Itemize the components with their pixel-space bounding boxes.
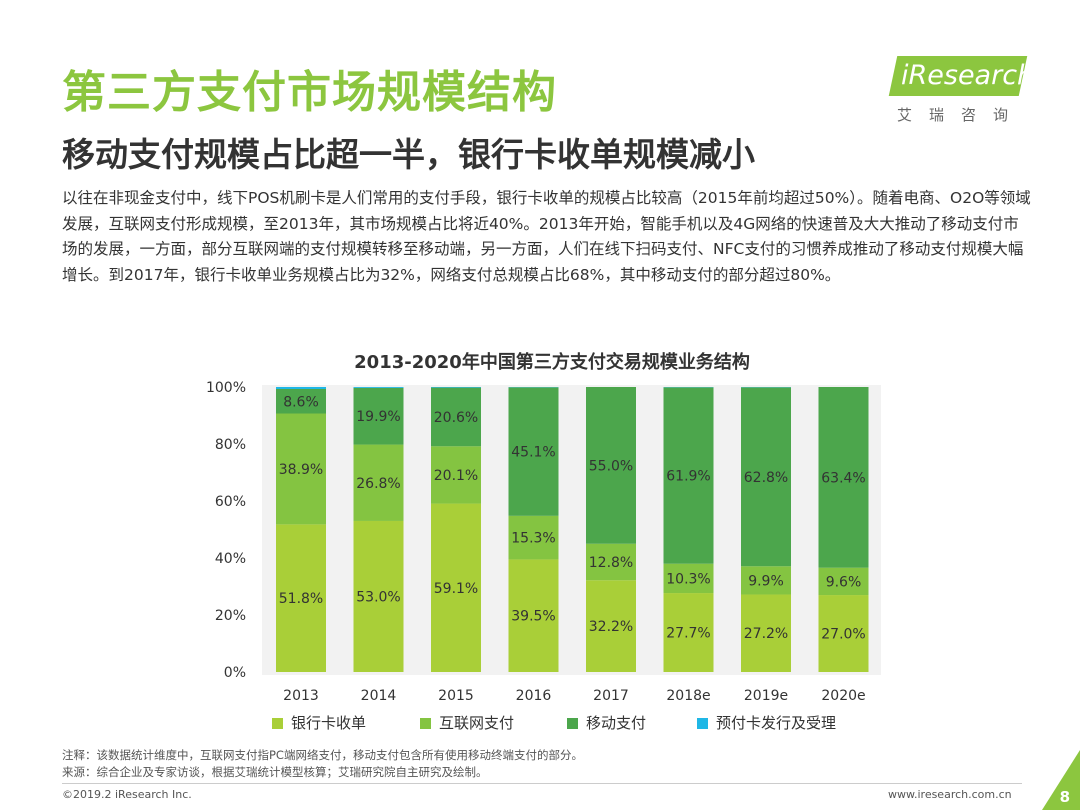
legend-item: 互联网支付: [420, 712, 514, 733]
summary-paragraph: 以往在非现金支付中，线下POS机刷卡是人们常用的支付手段，银行卡收单的规模占比较…: [62, 189, 1031, 284]
page-number: 8: [1059, 788, 1070, 806]
bar-segment: [276, 413, 326, 525]
corner-decoration: [1042, 750, 1080, 810]
bar-segment: [818, 567, 869, 596]
bar-segment: [276, 387, 326, 389]
data-label: 8.6%: [283, 394, 319, 410]
y-tick-label: 80%: [215, 437, 246, 453]
legend-label: 预付卡发行及受理: [716, 714, 837, 732]
bar-segment: [741, 566, 791, 595]
x-tick-label: 2019e: [744, 688, 788, 704]
page-subtitle: 移动支付规模占比超一半，银行卡收单规模减小: [62, 135, 755, 174]
x-tick-label: 2017: [593, 688, 629, 704]
data-label: 61.9%: [666, 468, 710, 484]
bar-segment: [353, 444, 404, 521]
data-label: 10.3%: [666, 571, 710, 587]
data-label: 19.9%: [356, 409, 400, 425]
bar-segment: [818, 387, 869, 568]
data-label: 20.1%: [434, 468, 478, 484]
legend-label: 银行卡收单: [291, 714, 367, 732]
legend-item: 移动支付: [567, 712, 646, 733]
bar-segment: [663, 593, 714, 672]
stacked-bar-chart: 2013-2020年中国第三方支付交易规模业务结构 0% 20% 40% 60% 80%…: [206, 351, 881, 704]
bar-segment: [276, 388, 326, 414]
y-tick-label: 60%: [215, 494, 246, 510]
bar-segment: [353, 387, 404, 445]
x-tick-label: 2020e: [821, 688, 865, 704]
iresearch-logo: iResearch 艾瑞咨询: [888, 56, 1034, 126]
data-label: 15.3%: [511, 531, 555, 547]
chart-title: 2013-2020年中国第三方支付交易规模业务结构: [354, 351, 750, 373]
bar-segment: [663, 563, 714, 594]
legend-label: 互联网支付: [439, 714, 515, 732]
bar-segment: [508, 515, 559, 560]
page-title: 第三方支付市场规模结构: [62, 67, 557, 118]
data-label: 32.2%: [589, 619, 633, 635]
data-label: 9.6%: [826, 574, 862, 590]
bar-segment: [508, 559, 559, 672]
x-tick-label: 2015: [438, 688, 474, 704]
x-tick-label: 2016: [516, 688, 552, 704]
legend-item: 银行卡收单: [272, 712, 366, 733]
bar-segment: [508, 387, 559, 516]
bar-segment: [818, 595, 869, 672]
x-tick-label: 2018e: [666, 688, 710, 704]
data-label: 59.1%: [434, 581, 478, 597]
y-axis: 0% 20% 40% 60% 80% 100%: [206, 380, 246, 681]
bar-segment: [741, 387, 791, 567]
bar-segment: [586, 387, 636, 544]
bar-segment: [276, 524, 326, 672]
data-label: 55.0%: [589, 458, 633, 474]
bar-segment: [586, 580, 636, 672]
data-label: 12.8%: [589, 555, 633, 571]
data-label: 26.8%: [356, 476, 400, 492]
website-text: www.iresearch.com.cn: [888, 788, 1012, 801]
data-label: 20.6%: [434, 410, 478, 426]
data-label: 27.2%: [744, 626, 788, 642]
bar-segment: [353, 387, 404, 388]
data-label: 62.8%: [744, 470, 788, 486]
legend-label: 移动支付: [586, 714, 647, 732]
bar-segment: [663, 387, 714, 564]
y-tick-label: 20%: [215, 608, 246, 624]
logo-text: iResearch: [901, 60, 1035, 91]
bar-segment: [353, 520, 404, 672]
data-label: 27.7%: [666, 626, 710, 642]
legend-swatch: [272, 718, 283, 729]
bar-segment: [431, 387, 481, 388]
bar-segment: [586, 543, 636, 581]
bars-group: 51.8% 38.9% 8.6% 53.0% 26.8% 19.9% 59.1% 20.1% 2…: [276, 387, 869, 672]
data-label: 53.0%: [356, 589, 400, 605]
data-label: 39.5%: [511, 609, 555, 625]
bar-segment: [431, 446, 481, 504]
chart-legend: 银行卡收单 互联网支付 移动支付 预付卡发行及受理: [272, 712, 972, 734]
data-label: 51.8%: [279, 591, 323, 607]
data-label: 45.1%: [511, 445, 555, 461]
data-label: 27.0%: [821, 627, 865, 643]
x-axis: 2013 2014 2015 2016 2017 2018e 2019e 2020e: [283, 688, 865, 704]
copyright-text: ©2019.2 iResearch Inc.: [62, 788, 192, 801]
y-tick-label: 0%: [224, 665, 246, 681]
y-tick-label: 40%: [215, 551, 246, 567]
data-label: 38.9%: [279, 462, 323, 478]
legend-swatch: [567, 718, 578, 729]
x-tick-label: 2013: [283, 688, 319, 704]
source-text: 来源：综合企业及专家访谈，根据艾瑞统计模型核算；艾瑞研究院自主研究及绘制。: [62, 765, 488, 779]
legend-swatch: [697, 718, 708, 729]
logo-chinese-text: 艾瑞咨询: [897, 106, 1026, 124]
y-tick-label: 100%: [206, 380, 246, 396]
note-text: 注释：该数据统计维度中，互联网支付指PC端网络支付，移动支付包含所有使用移动终端…: [62, 748, 583, 762]
data-label: 9.9%: [748, 573, 784, 589]
legend-item: 预付卡发行及受理: [697, 712, 836, 733]
legend-swatch: [420, 718, 431, 729]
bar-segment: [431, 503, 481, 672]
bar-segment: [741, 594, 791, 672]
bar-segment: [431, 387, 481, 447]
data-label: 63.4%: [821, 470, 865, 486]
footer-divider: [62, 783, 1022, 784]
x-tick-label: 2014: [361, 688, 397, 704]
